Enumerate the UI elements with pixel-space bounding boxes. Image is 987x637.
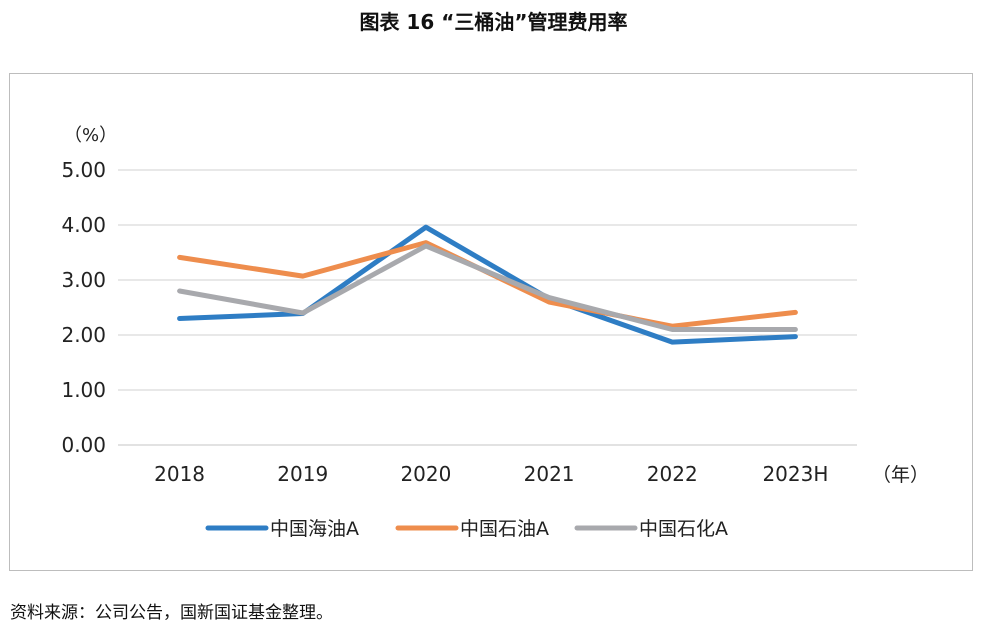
- chart-panel: [9, 73, 973, 571]
- series-line: [177, 224, 798, 345]
- chart-title: 图表 16 “三桶油”管理费用率: [359, 10, 628, 34]
- y-tick-label: 2.00: [61, 323, 106, 347]
- y-tick-label: 4.00: [61, 213, 106, 237]
- x-tick-label: 2019: [277, 462, 328, 486]
- x-tick-label: 2021: [524, 462, 575, 486]
- x-axis: 2018 2019 2020 2021 2022 2023H （年）: [154, 462, 929, 486]
- legend-label: 中国石化A: [639, 518, 728, 540]
- source-note: 资料来源：公司公告，国新国证基金整理。: [10, 603, 333, 623]
- x-unit-label: （年）: [872, 464, 929, 486]
- x-tick-label: 2018: [154, 462, 205, 486]
- y-unit-label: （%）: [64, 125, 117, 146]
- y-tick-label: 1.00: [61, 378, 106, 402]
- grid-lines: [118, 169, 857, 446]
- x-tick-label: 2023H: [762, 462, 828, 486]
- legend-label: 中国石油A: [460, 518, 549, 540]
- series-line: [177, 243, 798, 332]
- x-tick-label: 2020: [400, 462, 451, 486]
- y-tick-label: 5.00: [61, 158, 106, 182]
- x-tick-label: 2022: [647, 462, 698, 486]
- y-tick-label: 3.00: [61, 268, 106, 292]
- legend: 中国海油A 中国石油A 中国石化A: [205, 518, 728, 540]
- y-tick-label: 0.00: [61, 433, 106, 457]
- legend-label: 中国海油A: [270, 518, 359, 540]
- series-lines: [177, 224, 798, 345]
- y-axis: （%） 0.00 1.00 2.00 3.00 4.00 5.00: [61, 125, 117, 457]
